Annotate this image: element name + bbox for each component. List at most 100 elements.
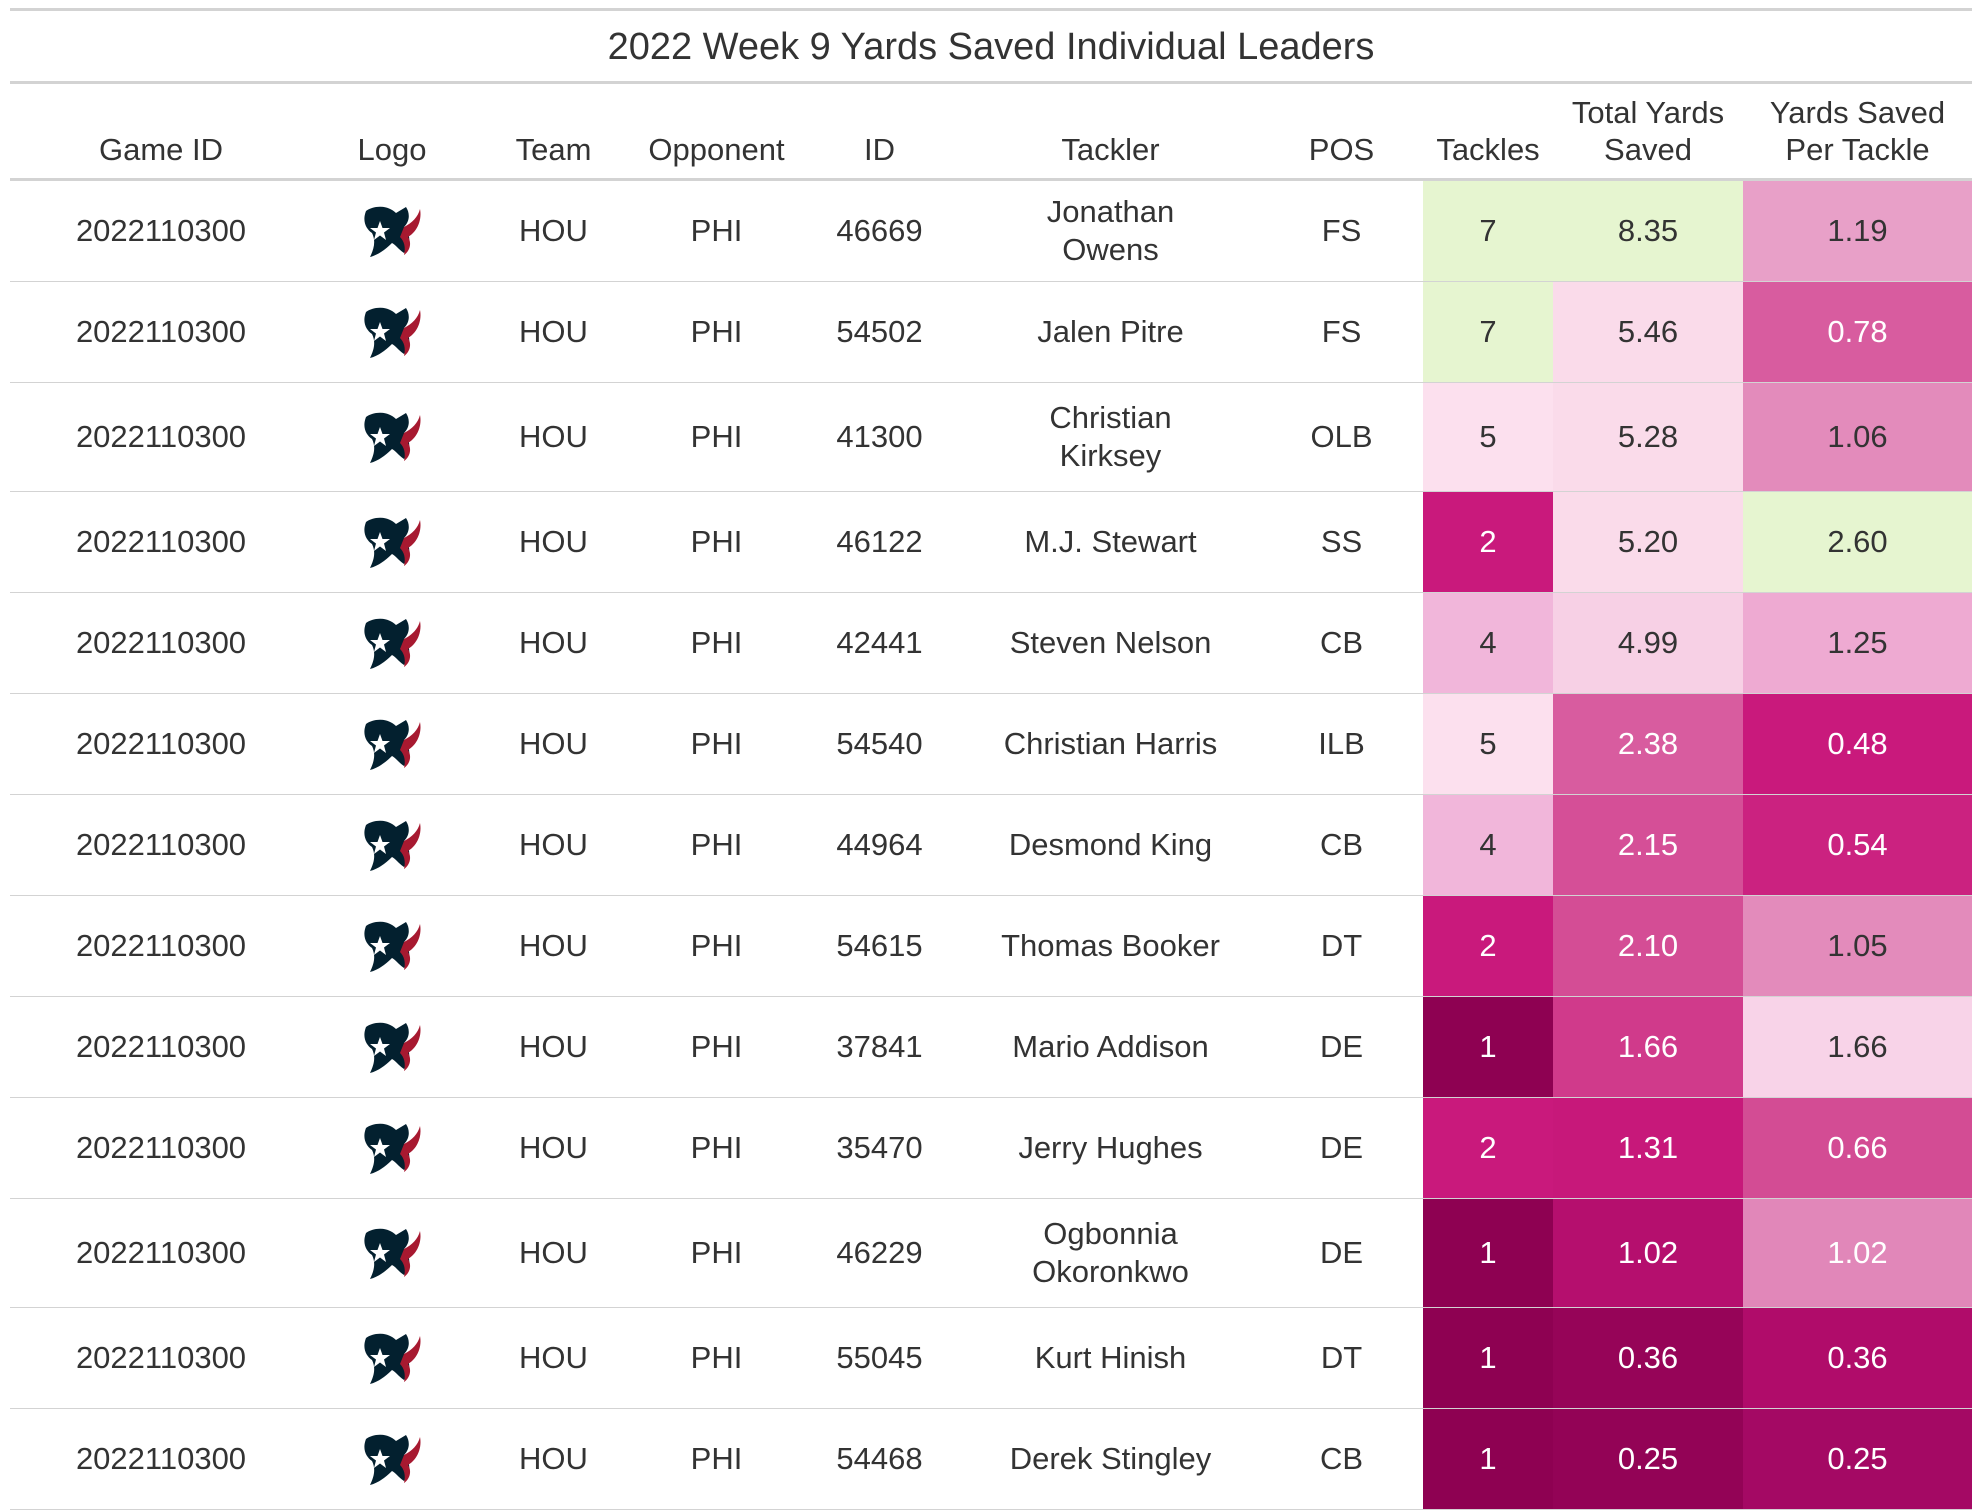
cell-yards-per-tackle: 0.48 xyxy=(1743,693,1972,795)
texans-logo-icon xyxy=(364,1123,421,1174)
title-rule xyxy=(10,81,1972,84)
cell-game-id: 2022110300 xyxy=(10,895,312,997)
cell-logo xyxy=(312,996,472,1098)
header-total-yards-saved: Total Yards Saved xyxy=(1553,84,1743,181)
header-pos: POS xyxy=(1260,84,1423,181)
cell-pos: DT xyxy=(1260,1307,1423,1409)
texans-logo-icon xyxy=(364,719,421,770)
cell-id: 46229 xyxy=(798,1198,961,1308)
cell-tackles: 5 xyxy=(1423,382,1553,492)
cell-opponent: PHI xyxy=(635,592,798,694)
cell-team: HOU xyxy=(472,693,635,795)
cell-yards-per-tackle: 1.25 xyxy=(1743,592,1972,694)
table-row: 2022110300 HOU PHI 55045 Kurt Hinish DT 1 0.36 0… xyxy=(10,1307,1972,1409)
cell-logo xyxy=(312,1307,472,1409)
cell-total-yards-saved: 0.36 xyxy=(1553,1307,1743,1409)
cell-pos: CB xyxy=(1260,794,1423,896)
table-row: 2022110300 HOU PHI 54502 Jalen Pitre FS 7 5.46 0… xyxy=(10,281,1972,383)
texans-logo-icon xyxy=(364,921,421,972)
cell-logo xyxy=(312,382,472,492)
cell-tackler: Kurt Hinish xyxy=(961,1307,1260,1409)
cell-logo xyxy=(312,693,472,795)
cell-total-yards-saved: 5.28 xyxy=(1553,382,1743,492)
texans-logo-icon xyxy=(364,820,421,871)
cell-game-id: 2022110300 xyxy=(10,281,312,383)
table-row: 2022110300 HOU PHI 46122 M.J. Stewart SS 2 5.20… xyxy=(10,491,1972,593)
cell-total-yards-saved: 5.46 xyxy=(1553,281,1743,383)
cell-game-id: 2022110300 xyxy=(10,996,312,1098)
header-tackles: Tackles xyxy=(1423,84,1553,181)
cell-id: 54468 xyxy=(798,1408,961,1510)
header-logo: Logo xyxy=(312,84,472,181)
cell-tackles: 5 xyxy=(1423,693,1553,795)
leaders-table: Game ID Logo Team Opponent ID Tackler PO… xyxy=(10,84,1972,1510)
cell-logo xyxy=(312,491,472,593)
cell-id: 42441 xyxy=(798,592,961,694)
cell-tackler: Jalen Pitre xyxy=(961,281,1260,383)
cell-tackler: M.J. Stewart xyxy=(961,491,1260,593)
cell-logo xyxy=(312,592,472,694)
cell-pos: DE xyxy=(1260,1198,1423,1308)
texans-logo-icon xyxy=(364,1333,421,1384)
cell-yards-per-tackle: 1.02 xyxy=(1743,1198,1972,1308)
cell-team: HOU xyxy=(472,491,635,593)
texans-logo-icon xyxy=(364,1434,421,1485)
cell-team: HOU xyxy=(472,1307,635,1409)
cell-total-yards-saved: 2.38 xyxy=(1553,693,1743,795)
cell-id: 44964 xyxy=(798,794,961,896)
cell-yards-per-tackle: 0.25 xyxy=(1743,1408,1972,1510)
cell-team: HOU xyxy=(472,996,635,1098)
cell-pos: DE xyxy=(1260,1097,1423,1199)
cell-total-yards-saved: 1.02 xyxy=(1553,1198,1743,1308)
cell-total-yards-saved: 5.20 xyxy=(1553,491,1743,593)
table-row: 2022110300 HOU PHI 44964 Desmond King CB 4 2.15… xyxy=(10,794,1972,896)
header-row: Game ID Logo Team Opponent ID Tackler PO… xyxy=(10,84,1972,181)
cell-tackler: Derek Stingley xyxy=(961,1408,1260,1510)
cell-game-id: 2022110300 xyxy=(10,592,312,694)
table-body: 2022110300 HOU PHI 46669 Jonathan Owens FS 7 8.… xyxy=(10,179,1972,1510)
header-id: ID xyxy=(798,84,961,181)
cell-opponent: PHI xyxy=(635,1307,798,1409)
cell-game-id: 2022110300 xyxy=(10,1097,312,1199)
cell-tackles: 2 xyxy=(1423,491,1553,593)
cell-opponent: PHI xyxy=(635,491,798,593)
cell-opponent: PHI xyxy=(635,996,798,1098)
cell-tackles: 1 xyxy=(1423,996,1553,1098)
cell-tackles: 2 xyxy=(1423,895,1553,997)
cell-id: 46122 xyxy=(798,491,961,593)
cell-opponent: PHI xyxy=(635,693,798,795)
cell-id: 46669 xyxy=(798,179,961,282)
cell-yards-per-tackle: 1.19 xyxy=(1743,179,1972,282)
cell-tackles: 4 xyxy=(1423,592,1553,694)
cell-team: HOU xyxy=(472,1097,635,1199)
cell-id: 54615 xyxy=(798,895,961,997)
texans-logo-icon xyxy=(364,618,421,669)
cell-game-id: 2022110300 xyxy=(10,1307,312,1409)
cell-id: 41300 xyxy=(798,382,961,492)
cell-tackles: 7 xyxy=(1423,179,1553,282)
cell-total-yards-saved: 2.10 xyxy=(1553,895,1743,997)
cell-yards-per-tackle: 2.60 xyxy=(1743,491,1972,593)
cell-total-yards-saved: 0.25 xyxy=(1553,1408,1743,1510)
cell-team: HOU xyxy=(472,179,635,282)
texans-logo-icon xyxy=(364,1228,421,1279)
cell-total-yards-saved: 2.15 xyxy=(1553,794,1743,896)
cell-yards-per-tackle: 0.66 xyxy=(1743,1097,1972,1199)
cell-yards-per-tackle: 0.36 xyxy=(1743,1307,1972,1409)
cell-tackler: Thomas Booker xyxy=(961,895,1260,997)
cell-id: 54540 xyxy=(798,693,961,795)
cell-opponent: PHI xyxy=(635,794,798,896)
cell-id: 55045 xyxy=(798,1307,961,1409)
texans-logo-icon xyxy=(364,1022,421,1073)
table-container: 2022 Week 9 Yards Saved Individual Leade… xyxy=(10,8,1972,1510)
cell-team: HOU xyxy=(472,382,635,492)
header-team: Team xyxy=(472,84,635,181)
cell-pos: DE xyxy=(1260,996,1423,1098)
cell-logo xyxy=(312,895,472,997)
table-row: 2022110300 HOU PHI 54615 Thomas Booker DT 2 2.1… xyxy=(10,895,1972,997)
texans-logo-icon xyxy=(364,412,421,463)
cell-logo xyxy=(312,1408,472,1510)
table-row: 2022110300 HOU PHI 37841 Mario Addison DE 1 1.6… xyxy=(10,996,1972,1098)
cell-tackles: 1 xyxy=(1423,1307,1553,1409)
cell-total-yards-saved: 4.99 xyxy=(1553,592,1743,694)
